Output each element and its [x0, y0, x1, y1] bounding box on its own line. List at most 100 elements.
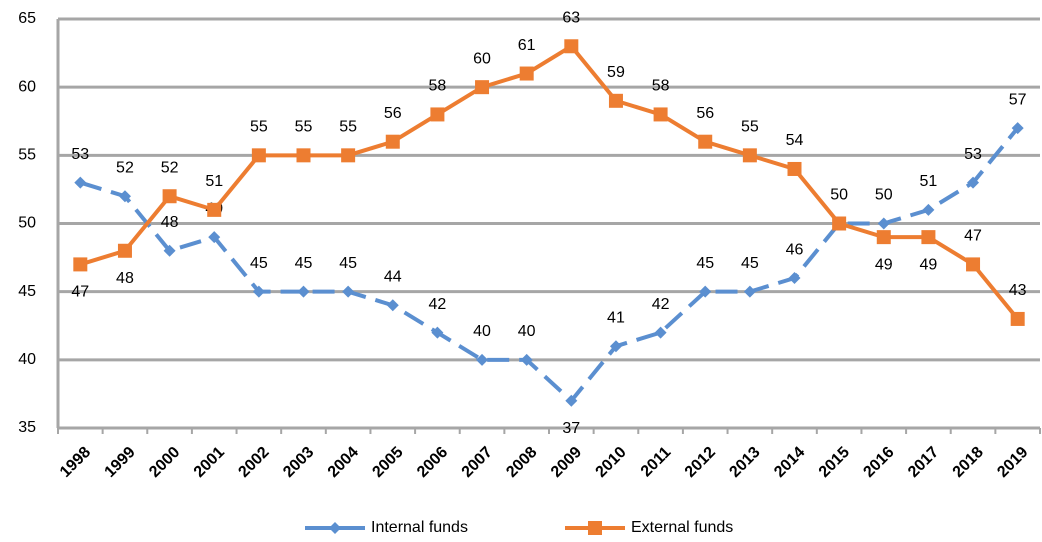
x-tick-label: 2017 — [905, 444, 942, 481]
marker — [162, 189, 177, 204]
marker — [699, 285, 712, 298]
marker — [118, 190, 131, 203]
data-label: 41 — [607, 309, 625, 326]
marker — [251, 148, 266, 163]
data-label: 54 — [786, 132, 804, 149]
marker — [742, 148, 757, 163]
x-tick-label: 2004 — [325, 444, 362, 481]
marker — [922, 203, 935, 216]
marker — [252, 285, 265, 298]
data-label: 52 — [161, 159, 179, 176]
data-label: 45 — [250, 255, 268, 272]
x-tick-label: 2016 — [860, 444, 897, 481]
data-label: 49 — [920, 256, 938, 273]
data-label: 55 — [295, 119, 313, 136]
data-label: 43 — [1009, 282, 1027, 299]
marker — [431, 326, 444, 339]
marker — [876, 230, 891, 245]
data-label: 55 — [250, 119, 268, 136]
x-tick-label: 2019 — [994, 444, 1031, 481]
data-label: 52 — [116, 159, 134, 176]
x-tick-label: 2000 — [146, 444, 183, 481]
data-label: 48 — [116, 270, 134, 287]
marker — [385, 134, 400, 149]
marker — [832, 216, 847, 231]
marker — [117, 243, 132, 258]
data-label: 58 — [429, 78, 447, 95]
data-label: 61 — [518, 37, 536, 54]
marker — [787, 161, 802, 176]
marker — [74, 176, 87, 189]
legend-label: Internal funds — [371, 519, 468, 536]
legend-item: Internal funds — [305, 519, 468, 536]
marker — [788, 272, 801, 285]
data-label: 37 — [562, 420, 580, 437]
legend-label: External funds — [631, 519, 733, 536]
data-label: 55 — [339, 119, 357, 136]
marker — [654, 326, 667, 339]
x-tick-label: 1998 — [57, 444, 94, 481]
x-tick-label: 2010 — [593, 444, 630, 481]
data-label: 48 — [161, 214, 179, 231]
legend-marker — [329, 522, 341, 534]
marker — [163, 244, 176, 257]
marker — [1011, 122, 1024, 135]
x-tick-label: 2011 — [638, 444, 675, 481]
x-tick-label: 2005 — [369, 444, 406, 481]
data-label: 45 — [339, 255, 357, 272]
data-label: 57 — [1009, 91, 1027, 108]
marker — [430, 107, 445, 122]
y-tick-label: 45 — [18, 283, 36, 300]
marker — [208, 231, 221, 244]
data-label: 63 — [562, 9, 580, 26]
data-label: 42 — [429, 296, 447, 313]
marker — [297, 285, 310, 298]
y-tick-label: 60 — [18, 78, 36, 95]
data-label: 51 — [920, 173, 938, 190]
data-label: 56 — [384, 105, 402, 122]
marker — [608, 93, 623, 108]
data-label: 50 — [830, 187, 848, 204]
marker — [609, 340, 622, 353]
data-label: 47 — [964, 228, 982, 245]
data-label: 45 — [696, 255, 714, 272]
y-tick-label: 40 — [18, 351, 36, 368]
x-tick-label: 2003 — [280, 444, 317, 481]
marker — [966, 257, 981, 272]
y-tick-label: 35 — [18, 419, 36, 436]
marker — [565, 394, 578, 407]
marker — [564, 39, 579, 54]
data-label: 42 — [652, 296, 670, 313]
data-label: 56 — [696, 105, 714, 122]
x-tick-label: 2012 — [682, 444, 719, 481]
marker — [967, 176, 980, 189]
legend-marker — [588, 521, 602, 535]
marker — [73, 257, 88, 272]
marker — [476, 353, 489, 366]
marker — [520, 353, 533, 366]
data-label: 40 — [473, 323, 491, 340]
data-label: 53 — [71, 146, 89, 163]
data-label: 51 — [205, 173, 223, 190]
marker — [207, 202, 222, 217]
series-line — [79, 126, 1020, 404]
x-tick-label: 2006 — [414, 444, 451, 481]
data-label: 60 — [473, 50, 491, 67]
marker — [653, 107, 668, 122]
marker — [1010, 311, 1025, 326]
marker — [877, 217, 890, 230]
marker — [921, 230, 936, 245]
data-label: 40 — [518, 323, 536, 340]
marker — [698, 134, 713, 149]
marker — [519, 66, 534, 81]
data-label: 47 — [71, 284, 89, 301]
data-label: 55 — [741, 119, 759, 136]
legend-item: External funds — [565, 519, 733, 536]
data-label: 44 — [384, 269, 402, 286]
marker — [386, 299, 399, 312]
x-tick-label: 2008 — [503, 444, 540, 481]
data-label: 50 — [875, 187, 893, 204]
x-tick-label: 2015 — [816, 444, 853, 481]
